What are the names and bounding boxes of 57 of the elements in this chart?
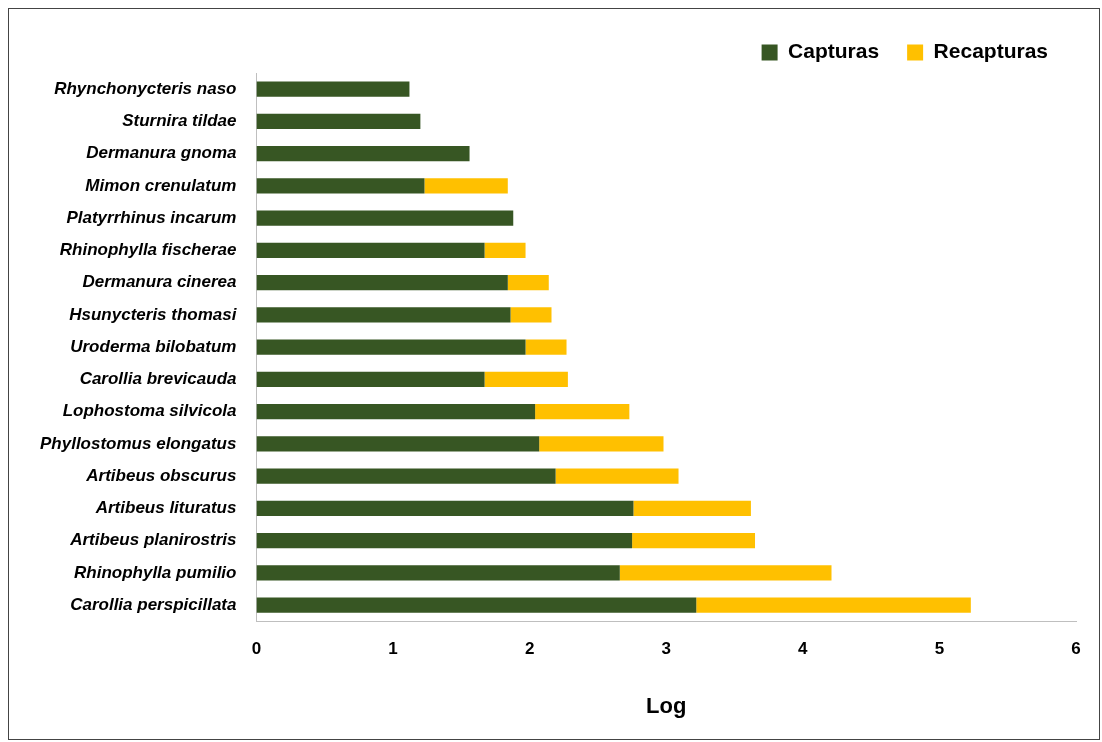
bar — [256, 113, 421, 129]
bar — [256, 339, 526, 355]
bar — [555, 468, 679, 484]
bar — [633, 500, 751, 516]
legend-label: Capturas — [788, 39, 880, 63]
y-tick-label: Phyllostomus elongatus — [39, 433, 237, 453]
y-tick-label: Carollia brevicauda — [79, 369, 237, 389]
bar — [256, 597, 697, 613]
bar — [535, 404, 630, 420]
legend-label: Recapturas — [933, 39, 1049, 63]
bar — [256, 371, 485, 387]
y-tick-label: Uroderma bilobatum — [70, 336, 237, 356]
bar — [256, 242, 485, 258]
x-tick-label: 5 — [934, 639, 945, 659]
y-tick-label: Rhinophylla pumilio — [74, 562, 237, 582]
bar — [484, 371, 568, 387]
x-axis-title: Log — [646, 692, 687, 718]
y-tick-label: Artibeus lituratus — [94, 498, 237, 518]
bar — [507, 275, 549, 291]
y-tick-label: Dermanura gnoma — [86, 143, 237, 163]
bar — [256, 436, 540, 452]
y-tick-label: Sturnira tildae — [122, 111, 237, 131]
bar — [539, 436, 664, 452]
y-tick-label: Rhinophylla fischerae — [59, 240, 237, 260]
bar — [256, 565, 620, 581]
x-tick-label: 1 — [388, 639, 398, 659]
x-tick-label: 0 — [251, 639, 262, 659]
bar — [256, 500, 634, 516]
y-tick-label: Rhynchonycteris naso — [54, 78, 237, 98]
bar — [256, 210, 514, 226]
y-tick-label: Lophostoma silvicola — [62, 401, 237, 421]
bar — [696, 597, 971, 613]
bar — [256, 468, 556, 484]
bar — [256, 275, 508, 291]
bar — [256, 81, 410, 97]
bar — [632, 533, 756, 549]
x-tick-label: 6 — [1071, 639, 1081, 659]
y-tick-label: Hsunycteris thomasi — [69, 304, 238, 324]
bar — [256, 178, 425, 194]
x-tick-label: 3 — [661, 639, 671, 659]
bar — [484, 242, 526, 258]
bar — [525, 339, 567, 355]
x-tick-label: 2 — [524, 639, 535, 659]
bar — [256, 533, 633, 549]
y-tick-label: Artibeus planirostris — [69, 530, 237, 550]
bar — [256, 146, 470, 162]
y-tick-label: Mimon crenulatum — [85, 175, 237, 195]
x-tick-label: 4 — [798, 639, 809, 659]
y-tick-label: Artibeus obscurus — [85, 465, 237, 485]
y-tick-label: Dermanura cinerea — [82, 272, 237, 292]
bar — [256, 307, 511, 323]
y-tick-label: Platyrrhinus incarum — [66, 207, 237, 227]
bar — [510, 307, 552, 323]
bar — [424, 178, 508, 194]
y-tick-label: Carollia perspicillata — [70, 594, 237, 614]
bar — [619, 565, 832, 581]
bar — [256, 404, 536, 420]
